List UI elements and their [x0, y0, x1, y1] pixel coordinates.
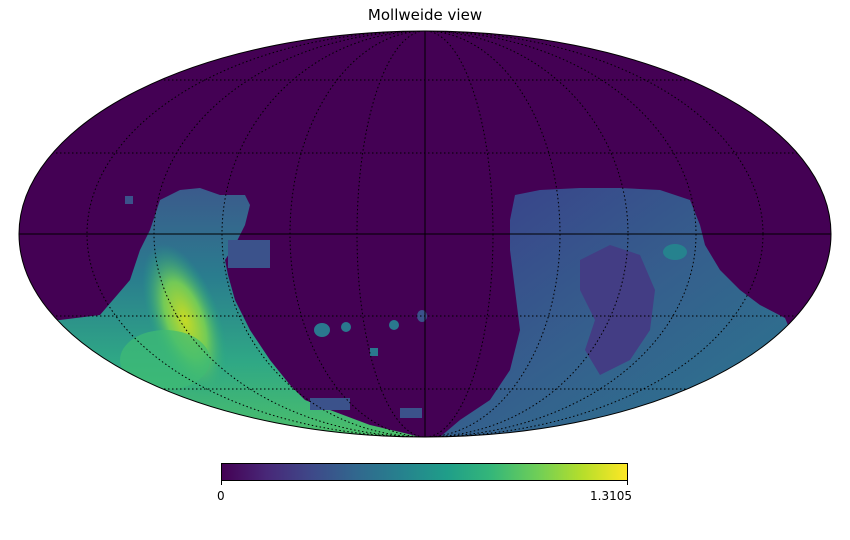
blob-6	[310, 398, 350, 410]
left-blob-2	[125, 196, 133, 204]
colorbar-min-label: 0	[217, 489, 225, 503]
map-outline	[18, 30, 832, 438]
plot-title: Mollweide view	[367, 6, 483, 24]
colorbar-min-tick	[221, 481, 222, 485]
data-footprints	[40, 188, 790, 437]
colorbar-max-tick	[627, 481, 628, 485]
right-bright-spot	[663, 244, 687, 260]
left-hot-streak-2	[120, 330, 210, 390]
blob-1	[314, 323, 330, 337]
blob-3	[389, 320, 399, 330]
blob-7	[400, 408, 422, 418]
blob-2	[341, 322, 351, 332]
blob-5	[370, 348, 378, 356]
left-blob	[228, 240, 270, 268]
colorbar-max-label: 1.3105	[590, 489, 632, 503]
right-dark-region	[580, 245, 655, 375]
colorbar	[221, 463, 628, 481]
